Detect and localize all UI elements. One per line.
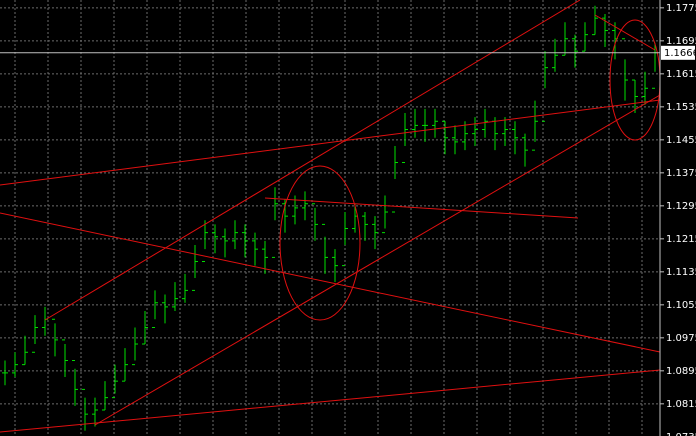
y-tick-label: 1.1375 [666,168,696,179]
y-tick-label: 1.0975 [666,333,696,344]
trend-line [0,212,661,353]
trend-line [0,99,661,186]
y-tick-label: 1.0895 [666,366,696,377]
last-price-label: 1.1666 [664,48,696,59]
y-tick-label: 1.1055 [666,300,696,311]
trend-line [94,94,661,426]
y-tick-label: 1.1615 [666,69,696,80]
y-tick-label: 1.1215 [666,234,696,245]
y-tick-label: 1.1775 [666,3,696,14]
y-tick-label: 1.1695 [666,36,696,47]
y-tick-label: 1.1295 [666,201,696,212]
y-tick-label: 1.1455 [666,135,696,146]
trend-lines [0,0,661,433]
ellipse [279,165,361,321]
trend-line [0,369,661,433]
y-tick-label: 1.1535 [666,102,696,113]
y-tick-label: 1.0735 [666,432,696,436]
vertical-grid [0,0,660,436]
last-price-box [661,45,695,60]
y-tick-label: 1.0815 [666,399,696,410]
trend-line [264,197,579,219]
trend-line [44,0,581,321]
trend-line [594,14,656,51]
y-tick-label: 1.1135 [666,267,696,278]
